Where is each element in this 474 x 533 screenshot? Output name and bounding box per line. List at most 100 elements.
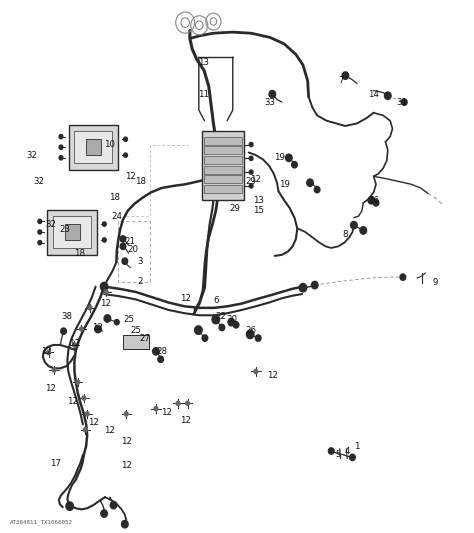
Text: 19: 19 (279, 180, 290, 189)
Circle shape (228, 318, 235, 326)
Text: 12: 12 (92, 323, 103, 332)
Circle shape (384, 92, 391, 100)
Text: 12: 12 (126, 172, 137, 181)
Text: 12: 12 (250, 174, 261, 183)
Bar (86, 139, 101, 155)
Text: 33: 33 (264, 98, 275, 107)
Text: 14: 14 (368, 90, 379, 99)
Circle shape (120, 236, 126, 242)
Circle shape (76, 380, 80, 384)
Text: 32: 32 (34, 177, 45, 186)
Circle shape (307, 179, 313, 187)
Text: 2: 2 (137, 277, 143, 286)
Circle shape (212, 316, 219, 324)
Circle shape (102, 222, 106, 226)
Circle shape (202, 335, 208, 341)
Circle shape (400, 274, 406, 280)
Text: 25: 25 (123, 315, 134, 324)
Circle shape (350, 454, 356, 461)
Text: AT364811_TX1066052: AT364811_TX1066052 (10, 520, 73, 525)
Text: 21: 21 (124, 237, 135, 246)
Circle shape (124, 412, 128, 416)
Circle shape (88, 306, 92, 310)
Circle shape (95, 325, 101, 333)
Bar (64, 224, 80, 240)
Circle shape (158, 356, 164, 362)
Circle shape (351, 221, 357, 229)
Text: 8: 8 (343, 230, 348, 239)
Bar (204, 175, 242, 183)
Text: 12: 12 (267, 370, 278, 379)
Circle shape (219, 324, 225, 330)
Bar (204, 185, 242, 193)
Circle shape (314, 187, 320, 193)
Text: 12: 12 (69, 339, 80, 348)
Circle shape (368, 197, 374, 204)
Circle shape (121, 521, 128, 528)
Circle shape (311, 281, 318, 289)
Circle shape (254, 369, 258, 374)
Circle shape (104, 315, 111, 322)
Circle shape (38, 230, 42, 234)
Circle shape (154, 407, 158, 411)
Circle shape (249, 184, 253, 188)
Circle shape (85, 412, 89, 416)
Text: 11: 11 (199, 90, 210, 99)
Circle shape (59, 134, 63, 139)
Circle shape (249, 156, 253, 160)
Circle shape (299, 284, 307, 292)
Circle shape (73, 343, 76, 347)
Circle shape (102, 238, 106, 242)
Bar (204, 156, 242, 164)
Circle shape (100, 282, 108, 291)
Circle shape (246, 330, 254, 338)
Circle shape (82, 396, 86, 400)
Text: 38: 38 (62, 312, 73, 321)
Circle shape (115, 319, 119, 325)
Text: 3: 3 (137, 257, 143, 265)
Bar (201, 131, 244, 200)
Text: 18: 18 (135, 177, 146, 186)
Text: 30: 30 (227, 315, 238, 324)
Text: 12: 12 (41, 347, 52, 356)
Circle shape (342, 72, 349, 79)
Circle shape (38, 240, 42, 245)
Circle shape (186, 401, 190, 406)
Circle shape (122, 258, 128, 264)
Text: 5: 5 (336, 450, 341, 459)
Circle shape (249, 170, 253, 174)
Text: 6: 6 (213, 296, 219, 305)
Circle shape (328, 448, 334, 454)
Text: 24: 24 (111, 212, 122, 221)
Text: 23: 23 (60, 225, 71, 234)
Text: 12: 12 (46, 384, 56, 393)
Text: 18: 18 (109, 193, 120, 202)
Circle shape (59, 156, 63, 160)
Circle shape (285, 154, 292, 161)
Circle shape (80, 327, 83, 331)
Circle shape (110, 502, 117, 509)
Bar (123, 335, 149, 349)
Circle shape (46, 350, 50, 354)
Circle shape (59, 145, 63, 149)
Text: 12: 12 (121, 461, 132, 470)
Text: 32: 32 (27, 151, 37, 160)
Circle shape (255, 335, 261, 341)
Text: 10: 10 (104, 140, 115, 149)
Bar (204, 166, 242, 174)
Text: 9: 9 (432, 278, 438, 287)
Text: 13: 13 (253, 196, 264, 205)
Text: 19: 19 (274, 154, 285, 163)
Bar (47, 209, 97, 255)
Circle shape (61, 328, 66, 334)
Circle shape (124, 153, 128, 157)
Bar (204, 147, 242, 154)
Text: 12: 12 (161, 408, 172, 417)
Circle shape (360, 227, 366, 234)
Text: 12: 12 (121, 437, 132, 446)
Text: 12: 12 (104, 426, 115, 435)
Circle shape (120, 243, 126, 249)
Text: 12: 12 (66, 397, 78, 406)
Text: 29: 29 (229, 204, 240, 213)
Text: 12: 12 (180, 416, 191, 425)
